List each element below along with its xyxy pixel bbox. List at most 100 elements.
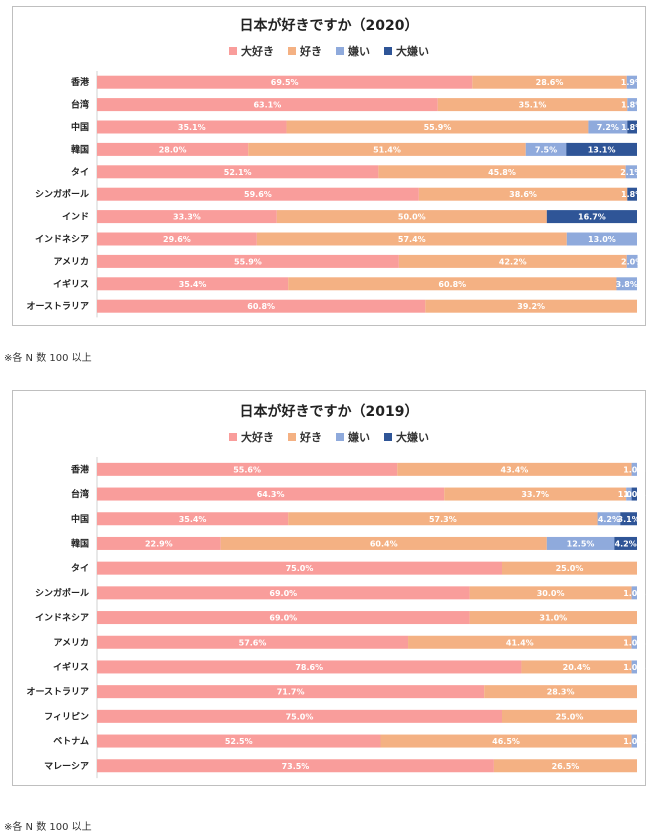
data-label: 78.6% <box>295 663 323 672</box>
bar-segment <box>493 759 637 773</box>
data-label: 1.0% <box>623 638 645 647</box>
data-label: 4.2% <box>615 539 637 548</box>
data-label: 63.1% <box>253 101 281 110</box>
legend-item-dai-kirai: 大嫌い <box>384 43 429 59</box>
data-label: 69.5% <box>271 78 299 87</box>
data-label: 75.0% <box>286 564 314 573</box>
bar-segment <box>288 277 617 291</box>
chart-title: 日本が好きですか（2020） <box>239 18 419 34</box>
data-label: 60.8% <box>247 302 275 311</box>
data-label: 1.0% <box>623 465 645 474</box>
bar-segment <box>626 75 637 89</box>
category-label: シンガポール <box>35 188 89 200</box>
bar-segment <box>631 487 637 501</box>
bar-segment <box>469 611 637 625</box>
data-label: 73.5% <box>282 762 310 771</box>
data-label: 64.3% <box>257 490 285 499</box>
data-label: 69.0% <box>269 614 297 623</box>
legend-item-kirai: 嫌い <box>336 43 370 59</box>
data-label: 3.1% <box>618 515 640 524</box>
bar-segment <box>97 561 502 575</box>
legend-swatch <box>288 433 296 441</box>
bar-segment <box>546 536 615 550</box>
bar-segment <box>472 75 627 89</box>
legend-swatch <box>336 433 344 441</box>
bar-segment <box>444 487 627 501</box>
legend: 大好き 好き 嫌い 大嫌い <box>13 43 645 59</box>
data-label: 22.9% <box>145 539 173 548</box>
data-label: 1.0% <box>623 490 645 499</box>
data-label: 1.0% <box>618 490 640 499</box>
bar-segment <box>418 187 628 201</box>
bar-segment <box>97 635 409 649</box>
bar-segment <box>97 98 438 112</box>
bar-segment <box>97 299 426 313</box>
category-label: 韓国 <box>71 537 89 549</box>
category-label: タイ <box>71 166 89 178</box>
data-label: 29.6% <box>163 235 191 244</box>
category-label: 韓国 <box>71 143 89 155</box>
data-label: 4.2% <box>598 515 620 524</box>
bar-segment <box>97 75 473 89</box>
bar-segment <box>588 120 628 134</box>
data-label: 55.6% <box>233 465 261 474</box>
bar-segment <box>502 561 637 575</box>
category-label: イギリス <box>53 661 89 673</box>
data-label: 60.8% <box>438 280 466 289</box>
category-label: アメリカ <box>53 637 89 648</box>
bar-segment <box>97 759 494 773</box>
legend-swatch <box>336 47 344 55</box>
bar-segment <box>627 120 637 134</box>
bar-segment <box>97 487 445 501</box>
data-label: 26.5% <box>552 762 580 771</box>
data-label: 1.8% <box>621 101 643 110</box>
legend-label: 嫌い <box>348 431 370 444</box>
data-label: 51.4% <box>373 145 401 154</box>
legend-label: 大好き <box>241 45 274 58</box>
data-label: 13.1% <box>588 145 616 154</box>
data-label: 7.2% <box>597 123 619 132</box>
bar-segment <box>625 165 637 179</box>
bar-segment <box>631 660 637 674</box>
bar-segment <box>97 512 289 526</box>
data-label: 1.0% <box>623 589 645 598</box>
category-label: インド <box>62 212 89 223</box>
data-label: 57.6% <box>239 638 267 647</box>
legend-item-dai-suki: 大好き <box>229 429 274 445</box>
data-label: 35.1% <box>519 101 547 110</box>
footnote: ※各 N 数 100 以上 <box>4 822 92 833</box>
category-label: オーストラリア <box>26 687 89 698</box>
data-label: 2.0% <box>621 257 643 266</box>
category-label: 香港 <box>70 463 90 475</box>
data-label: 20.4% <box>563 663 591 672</box>
legend-swatch <box>288 47 296 55</box>
bar-segment <box>425 299 637 313</box>
category-label: フィリピン <box>44 710 89 722</box>
data-label: 25.0% <box>556 712 584 721</box>
data-label: 71.7% <box>277 688 305 697</box>
bar-segment <box>97 142 249 156</box>
bar-segment <box>398 254 627 268</box>
bar-segment <box>97 462 398 476</box>
bar-segment <box>397 462 632 476</box>
category-label: シンガポール <box>35 587 89 599</box>
data-label: 42.2% <box>499 257 527 266</box>
bar-segment <box>97 254 399 268</box>
data-label: 38.6% <box>509 190 537 199</box>
category-label: マレーシア <box>44 761 89 772</box>
data-label: 55.9% <box>234 257 262 266</box>
bar-segment <box>627 98 637 112</box>
data-label: 57.4% <box>398 235 426 244</box>
bar-segment <box>616 277 637 291</box>
category-label: 台湾 <box>71 488 89 500</box>
chart-panel-2020: 日本が好きですか（2020） 大好き 好き 嫌い 大嫌い 香港 69.5% 28.6… <box>12 6 646 326</box>
bar-segment <box>248 142 526 156</box>
data-label: 60.4% <box>370 539 398 548</box>
bar-segment <box>631 734 637 748</box>
category-label: タイ <box>71 562 89 574</box>
bar-segment <box>97 277 289 291</box>
legend-label: 大嫌い <box>396 431 429 444</box>
bar-segment <box>597 512 621 526</box>
data-label: 35.1% <box>178 123 206 132</box>
data-label: 7.5% <box>535 145 557 154</box>
